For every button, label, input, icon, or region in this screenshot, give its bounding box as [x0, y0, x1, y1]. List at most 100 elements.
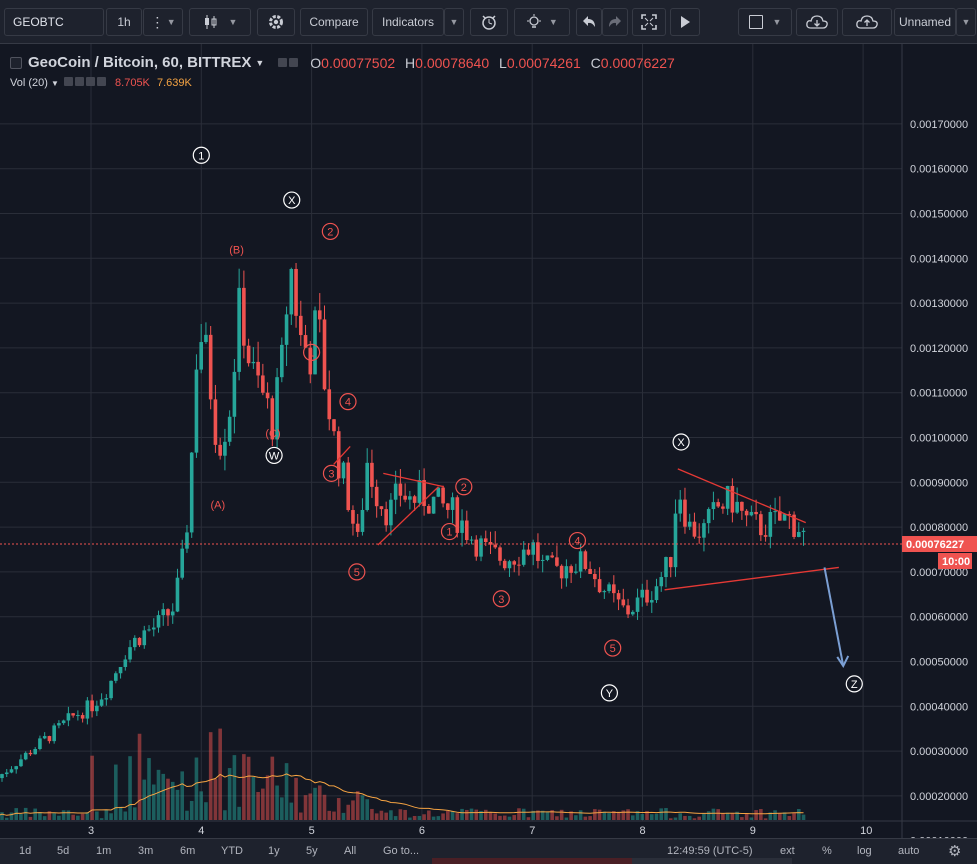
volume-bar	[531, 810, 535, 820]
interval-dropdown-button[interactable]: ⋮ ▼	[143, 8, 183, 36]
range-ytd[interactable]: YTD	[221, 845, 243, 857]
auto-toggle[interactable]: auto	[898, 845, 920, 857]
candle-body	[612, 584, 616, 594]
volume-bar	[156, 769, 161, 820]
range-all[interactable]: All	[344, 845, 357, 857]
bottom-panel-tab[interactable]	[432, 858, 632, 864]
price-tick: 0.00050000	[910, 657, 968, 669]
candle-body	[441, 487, 445, 504]
wave-label-red: 4	[345, 397, 351, 409]
volume-bar	[782, 812, 787, 820]
symbol-search-input[interactable]: GEOBTC	[4, 8, 104, 36]
range-5d[interactable]: 5d	[57, 845, 70, 857]
range-1m[interactable]: 1m	[96, 845, 112, 857]
eye-icon[interactable]	[63, 77, 73, 86]
candle-body	[754, 511, 758, 515]
load-layout-button[interactable]	[796, 8, 838, 36]
chevron-down-icon: ▼	[166, 17, 176, 27]
volume-bar	[488, 812, 493, 820]
undo-button[interactable]	[576, 8, 602, 36]
candle-body	[142, 630, 147, 646]
candle-body	[232, 371, 237, 417]
alert-button[interactable]	[470, 8, 508, 36]
settings-icon[interactable]	[74, 77, 84, 86]
theme-button[interactable]: ▼	[514, 8, 570, 36]
chart-area[interactable]: 1 X W X Y Z (A) (B) (C) 2 1 4 3 5 2 1 3 4 5 0.00170000 0.00…	[0, 44, 977, 838]
volume-bar	[90, 755, 94, 820]
candle-body	[71, 713, 75, 716]
fullscreen-icon	[641, 14, 657, 30]
volume-bar	[71, 814, 75, 820]
settings-icon[interactable]	[289, 58, 299, 67]
layout-button[interactable]: ▼	[738, 8, 792, 36]
log-toggle[interactable]: log	[857, 845, 872, 857]
settings-button[interactable]	[257, 8, 295, 36]
volume-bar	[261, 788, 265, 820]
candle-body	[265, 392, 270, 399]
chevron-down-icon[interactable]: ▼	[50, 79, 59, 88]
chevron-down-icon: ▼	[961, 17, 971, 27]
candle-body	[640, 589, 645, 598]
drawings	[333, 446, 850, 668]
range-6m[interactable]: 6m	[180, 845, 196, 857]
goto-button[interactable]: Go to...	[383, 845, 420, 857]
volume-bar	[341, 812, 346, 820]
volume-bar	[95, 811, 99, 820]
interval-button[interactable]: 1h	[106, 8, 142, 36]
volume-bar	[446, 810, 450, 820]
percent-toggle[interactable]: %	[822, 845, 832, 857]
fullscreen-button[interactable]	[632, 8, 666, 36]
layout-name-button[interactable]: Unnamed	[894, 8, 956, 36]
candle-body	[128, 647, 132, 660]
indicators-button[interactable]: Indicators	[372, 8, 444, 36]
candle-body	[189, 452, 194, 533]
volume-bar	[322, 794, 327, 820]
candle-body	[384, 509, 388, 526]
volume-bar	[114, 764, 118, 820]
candle-body	[185, 532, 189, 549]
trendline-upper-mid	[383, 472, 445, 488]
gear-icon[interactable]: ⚙	[948, 843, 962, 860]
range-5y[interactable]: 5y	[306, 845, 318, 857]
candle-body	[673, 513, 678, 568]
candle-body	[351, 510, 355, 524]
volume-bar	[730, 812, 735, 820]
time-tick: 5	[309, 825, 315, 837]
candle-body	[464, 520, 469, 541]
volume-bar	[455, 813, 460, 820]
axes: 0.00170000 0.00160000 0.00150000 0.00140000…	[0, 44, 977, 838]
chevron-down-icon[interactable]: ▼	[255, 57, 265, 68]
volume-bar	[593, 809, 597, 820]
range-1y[interactable]: 1y	[268, 845, 280, 857]
wave-label-circle	[604, 639, 622, 657]
ext-toggle[interactable]: ext	[780, 845, 795, 857]
undo-icon	[583, 16, 595, 27]
eye-icon[interactable]	[278, 58, 288, 67]
indicators-dropdown-button[interactable]: ▼	[444, 8, 464, 36]
layout-name-dropdown[interactable]: ▼	[956, 8, 976, 36]
candle-body	[716, 502, 720, 507]
collapse-legend-icon[interactable]	[10, 56, 22, 69]
close-icon[interactable]	[96, 77, 106, 86]
add-icon[interactable]	[85, 77, 95, 86]
compare-button[interactable]: Compare	[300, 8, 368, 36]
redo-button[interactable]	[602, 8, 628, 36]
volume-bar	[735, 811, 739, 820]
candle-body	[398, 483, 403, 496]
candle-body	[512, 561, 517, 565]
replay-button[interactable]	[670, 8, 700, 36]
cloud-download-icon	[806, 15, 828, 29]
range-1d[interactable]: 1d	[19, 845, 32, 857]
save-layout-button[interactable]	[842, 8, 892, 36]
bottom-panel-tab-2[interactable]	[632, 858, 792, 864]
volume-bar	[185, 810, 189, 820]
volume-bar	[42, 816, 47, 820]
volume-bar	[170, 781, 175, 820]
candle-body	[763, 535, 768, 537]
volume-bar	[635, 811, 640, 820]
chart-type-button[interactable]: ▼	[189, 8, 251, 36]
volume-bar	[208, 732, 213, 820]
range-3m[interactable]: 3m	[138, 845, 154, 857]
interval-text: 1h	[117, 15, 131, 29]
